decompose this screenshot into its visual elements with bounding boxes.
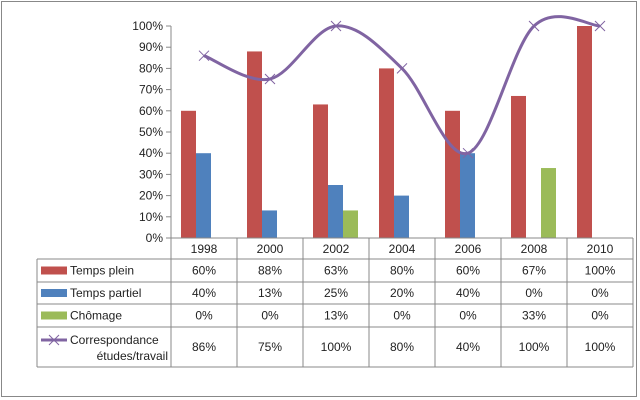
- data-label: 25%: [324, 286, 348, 300]
- legend-swatch: [41, 289, 67, 297]
- data-label: 33%: [522, 309, 546, 323]
- line-marker-x: [462, 147, 474, 159]
- line-marker-x: [528, 20, 540, 32]
- category-label: 2008: [521, 242, 548, 256]
- data-label: 0%: [459, 309, 477, 323]
- bar-temps-plein: [181, 110, 196, 238]
- bar-temps-partiel: [394, 195, 409, 238]
- bar-temps-partiel: [328, 185, 343, 238]
- legend-marker-x: [48, 334, 60, 346]
- y-tick-label: 50%: [139, 125, 163, 139]
- y-tick-label: 20%: [139, 189, 163, 203]
- bar-temps-plein: [577, 26, 592, 238]
- y-tick-label: 0%: [146, 231, 164, 245]
- line-marker-x: [594, 20, 606, 32]
- data-label: 40%: [456, 286, 480, 300]
- bar-temps-plein: [445, 110, 460, 238]
- data-label: 0%: [261, 309, 279, 323]
- data-label: 88%: [258, 264, 282, 278]
- line-marker-x: [198, 50, 210, 62]
- data-label: 86%: [192, 340, 216, 354]
- legend-label: études/travail: [97, 349, 168, 363]
- data-label: 40%: [192, 286, 216, 300]
- category-label: 2000: [257, 242, 284, 256]
- bar-temps-partiel: [262, 210, 277, 238]
- data-label: 100%: [585, 264, 616, 278]
- y-tick-label: 90%: [139, 40, 163, 54]
- line-marker-x: [396, 63, 408, 74]
- legend-label: Chômage: [70, 309, 122, 323]
- y-tick-label: 70%: [139, 83, 163, 97]
- bar-temps-plein: [313, 104, 328, 238]
- data-label: 60%: [192, 264, 216, 278]
- bar-temps-plein: [379, 68, 394, 239]
- bar-temps-plein: [247, 51, 262, 238]
- line-correspondance: [203, 15, 601, 155]
- data-label: 67%: [522, 264, 546, 278]
- legend-label: Correspondance: [70, 333, 159, 347]
- legend-label: Temps plein: [70, 264, 134, 278]
- bar-temps-partiel: [196, 153, 211, 238]
- data-label: 63%: [324, 264, 348, 278]
- category-label: 1998: [191, 242, 218, 256]
- data-label: 100%: [321, 340, 352, 354]
- data-label: 100%: [585, 340, 616, 354]
- data-label: 100%: [519, 340, 550, 354]
- data-label: 0%: [591, 286, 609, 300]
- data-label: 80%: [390, 340, 414, 354]
- data-label: 40%: [456, 340, 480, 354]
- y-tick-label: 40%: [139, 146, 163, 160]
- y-tick-label: 60%: [139, 104, 163, 118]
- y-tick-label: 10%: [139, 210, 163, 224]
- data-label: 0%: [195, 309, 213, 323]
- data-label: 0%: [393, 309, 411, 323]
- bar-ch-mage: [541, 168, 556, 238]
- legend-label: Temps partiel: [70, 286, 141, 300]
- line-marker-x: [330, 20, 342, 32]
- category-label: 2006: [455, 242, 482, 256]
- bar-ch-mage: [343, 210, 358, 238]
- data-label: 75%: [258, 340, 282, 354]
- data-label: 13%: [324, 309, 348, 323]
- y-tick-label: 30%: [139, 167, 163, 181]
- line-marker-x: [264, 73, 276, 85]
- category-label: 2002: [323, 242, 350, 256]
- data-label: 60%: [456, 264, 480, 278]
- legend-swatch: [41, 266, 67, 275]
- data-label: 20%: [390, 286, 414, 300]
- y-tick-label: 80%: [139, 61, 163, 75]
- data-label: 0%: [591, 309, 609, 323]
- category-label: 2004: [389, 242, 416, 256]
- data-label: 0%: [525, 286, 543, 300]
- bar-temps-partiel: [460, 153, 475, 238]
- category-label: 2010: [587, 242, 614, 256]
- data-label: 13%: [258, 286, 282, 300]
- y-tick-label: 100%: [132, 19, 163, 33]
- bar-temps-plein: [511, 95, 526, 239]
- legend-swatch: [41, 311, 67, 320]
- data-label: 80%: [390, 264, 414, 278]
